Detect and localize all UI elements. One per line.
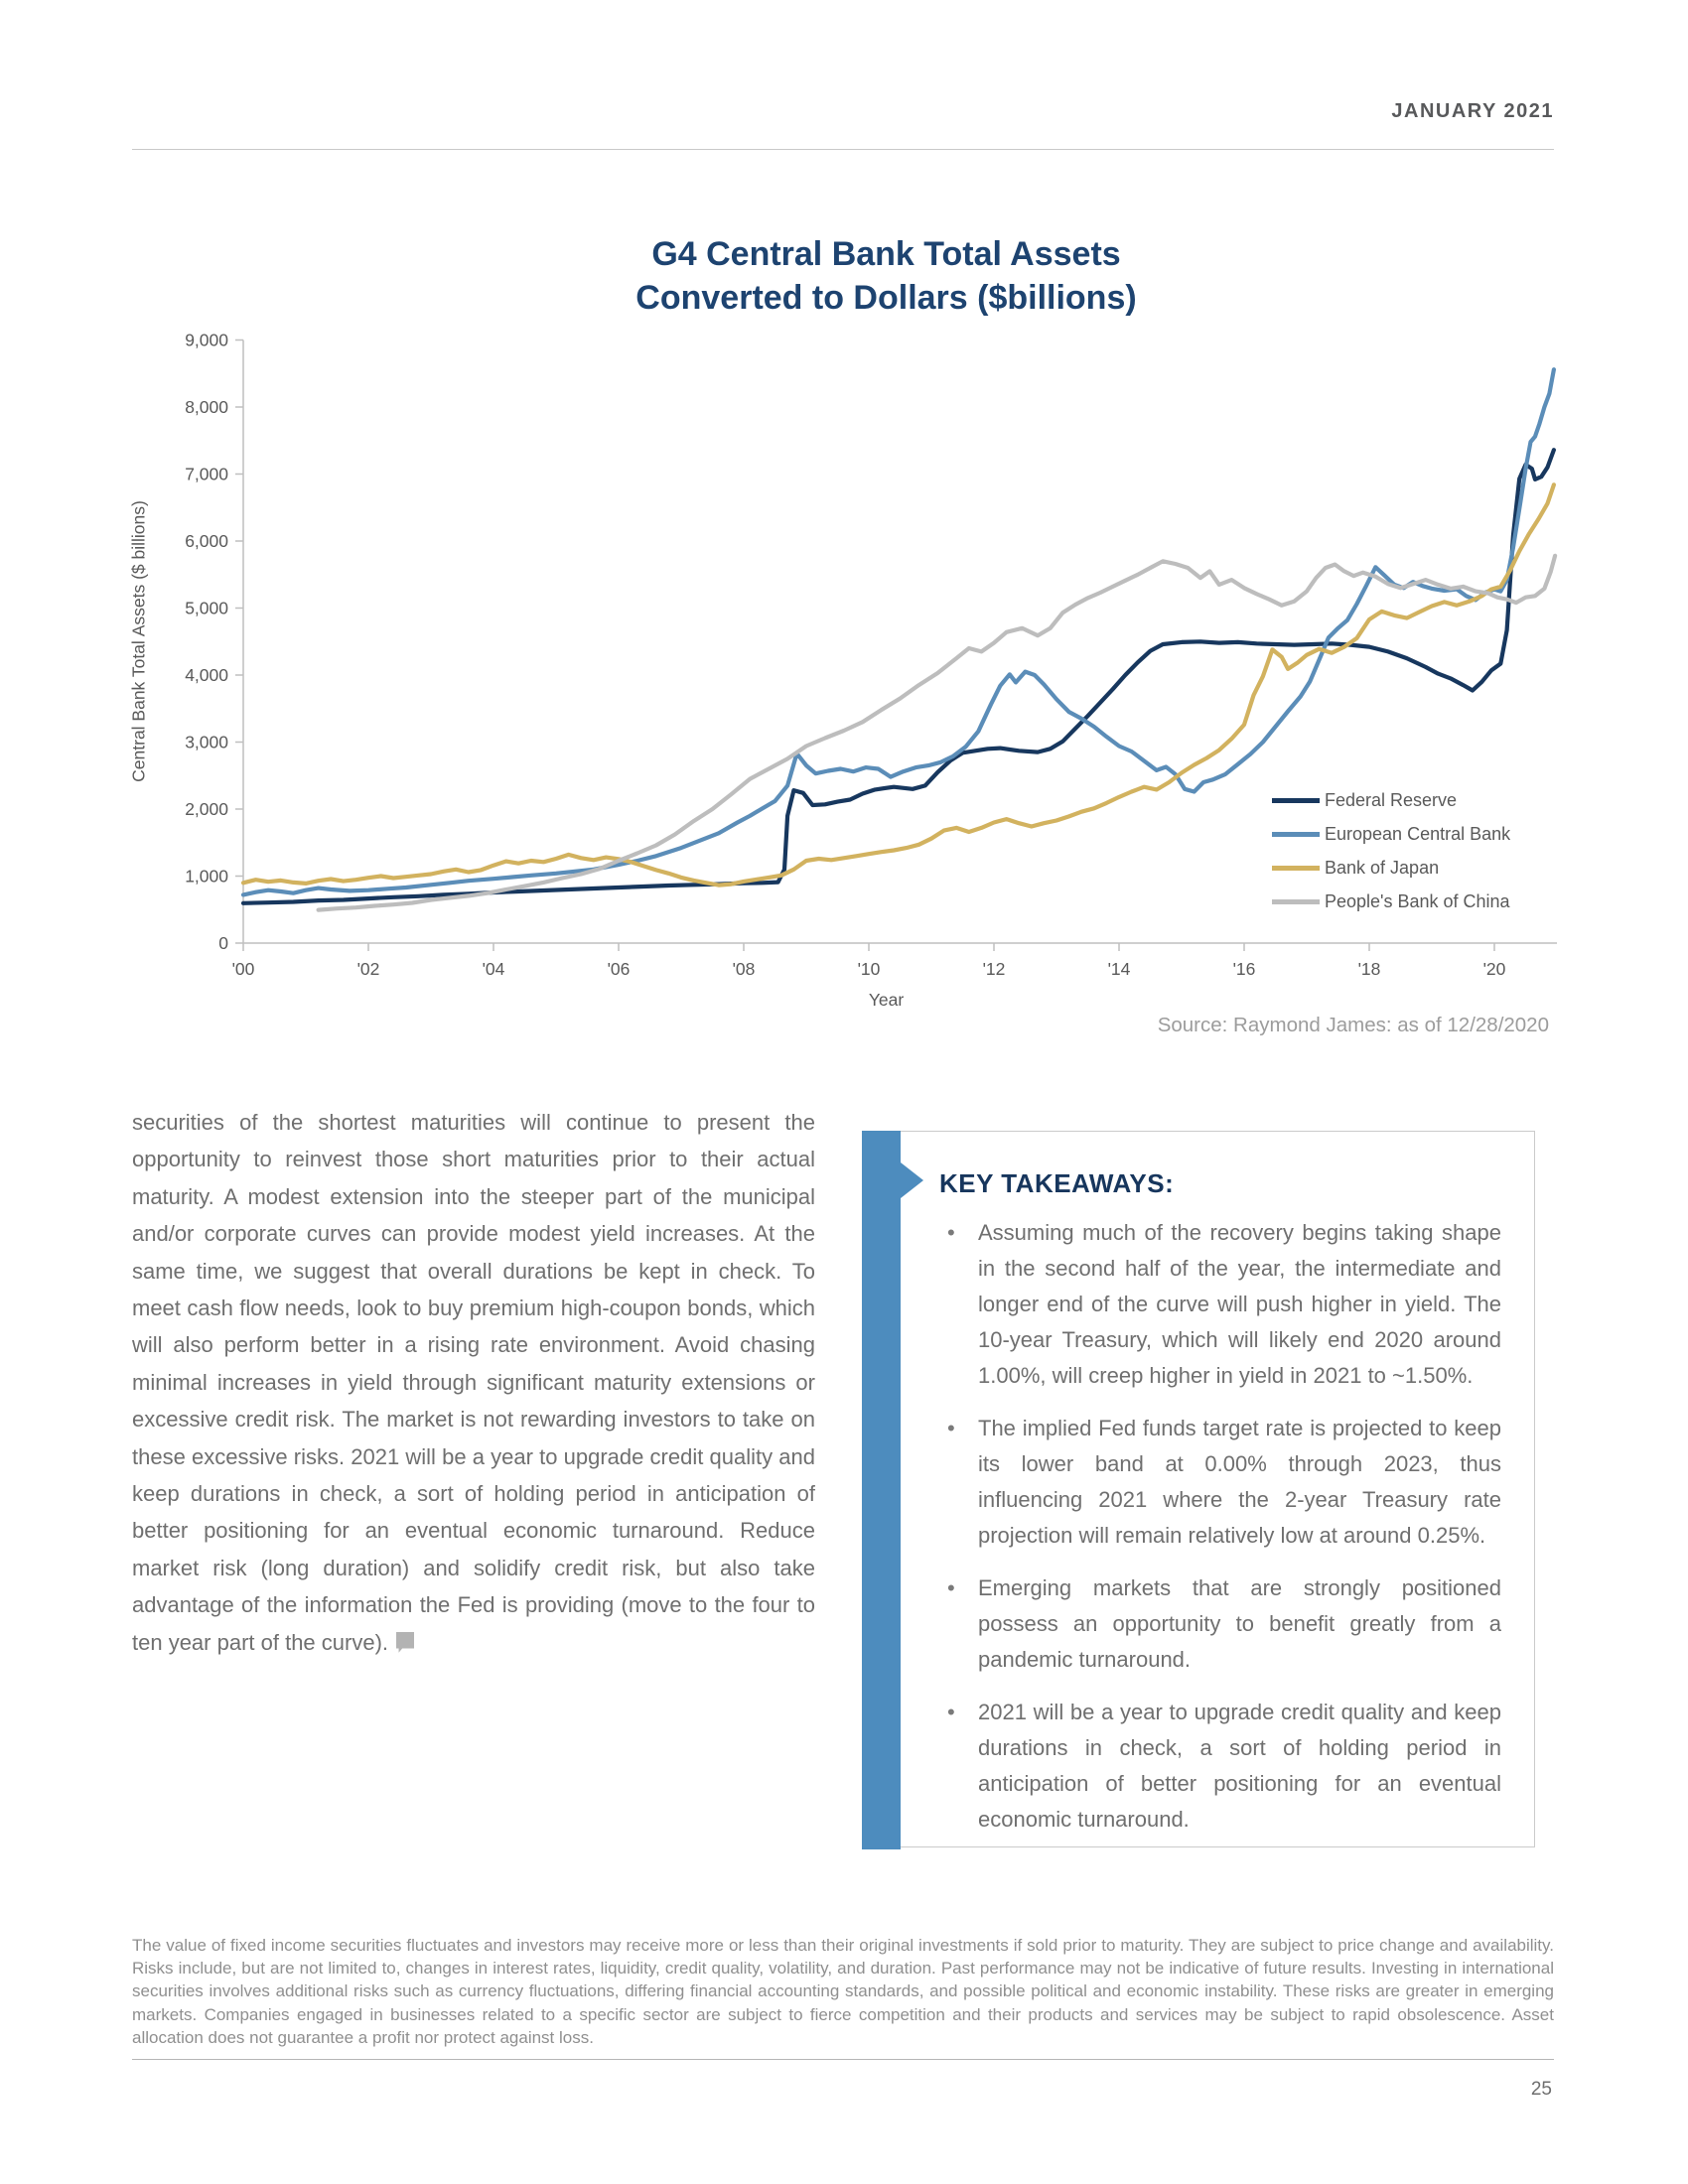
y-tick-label: 8,000: [185, 397, 228, 417]
series-bank-of-japan: [240, 482, 1557, 887]
page-number: 25: [1530, 2079, 1552, 2100]
x-tick-label: '18: [1358, 959, 1381, 979]
disclaimer-text: The value of fixed income securities flu…: [132, 1936, 1554, 2047]
article-paragraph: securities of the shortest maturities wi…: [132, 1104, 815, 1661]
y-tick-label: 1,000: [185, 867, 228, 887]
takeaways-list: Assuming much of the recovery begins tak…: [939, 1215, 1501, 1854]
header-divider: [132, 149, 1554, 150]
takeaway-bullet: Assuming much of the recovery begins tak…: [939, 1215, 1501, 1394]
chart-title: G4 Central Bank Total Assets Converted t…: [243, 232, 1529, 320]
x-tick-label: '20: [1483, 959, 1506, 979]
key-takeaways-box: KEY TAKEAWAYS: Assuming much of the reco…: [862, 1131, 1535, 1849]
y-tick-label: 3,000: [185, 733, 228, 752]
x-axis-label: Year: [868, 990, 905, 1010]
chart-source: Source: Raymond James: as of 12/28/2020: [1157, 1014, 1549, 1036]
header-date: JANUARY 2021: [1391, 100, 1554, 122]
legend-row: Bank of Japan: [1272, 851, 1510, 885]
legend-label: Federal Reserve: [1325, 789, 1458, 810]
x-tick-label: '08: [733, 959, 756, 979]
article-end-marker-icon: [396, 1631, 415, 1653]
x-tick-label: '14: [1108, 959, 1131, 979]
footer-divider: [132, 2059, 1554, 2060]
legend-label: People's Bank of China: [1325, 890, 1510, 911]
legend-label: European Central Bank: [1325, 823, 1511, 844]
y-tick-label: 9,000: [185, 331, 228, 350]
x-tick-label: '06: [608, 959, 631, 979]
legend-label: Bank of Japan: [1325, 857, 1440, 878]
x-tick-label: '16: [1233, 959, 1256, 979]
legend-row: People's Bank of China: [1272, 885, 1510, 918]
x-tick-label: '00: [232, 959, 255, 979]
y-tick-label: 6,000: [185, 531, 228, 551]
y-axis-label: Central Bank Total Assets ($ billions): [128, 500, 149, 782]
legend-row: European Central Bank: [1272, 817, 1510, 851]
line-chart: 0 1,000 2,000 3,000 4,000 5,000 6,000 7,000 8,00…: [185, 331, 1558, 979]
y-tick-label: 0: [218, 933, 228, 953]
article-text: securities of the shortest maturities wi…: [132, 1110, 815, 1655]
x-tick-label: '12: [983, 959, 1006, 979]
chart-title-line1: G4 Central Bank Total Assets: [651, 235, 1121, 273]
chart-legend: Federal Reserve European Central Bank Bank…: [1272, 783, 1510, 918]
x-tick-label: '02: [357, 959, 380, 979]
series-european-central-bank: [240, 367, 1557, 897]
legend-swatch-icon: [1272, 865, 1320, 871]
y-tick-label: 5,000: [185, 599, 228, 618]
legend-swatch-icon: [1272, 898, 1320, 904]
takeaway-bullet: Emerging markets that are strongly posit…: [939, 1570, 1501, 1678]
takeaways-arrow-icon: [901, 1162, 923, 1198]
x-tick-label: '10: [858, 959, 881, 979]
legend-swatch-icon: [1272, 797, 1320, 803]
legend-row: Federal Reserve: [1272, 783, 1510, 817]
y-tick-label: 4,000: [185, 665, 228, 685]
takeaways-title: KEY TAKEAWAYS:: [939, 1168, 1175, 1198]
y-tick-label: 7,000: [185, 465, 228, 484]
takeaway-bullet: The implied Fed funds target rate is pro…: [939, 1411, 1501, 1554]
y-tick-label: 2,000: [185, 799, 228, 819]
takeaway-bullet: 2021 will be a year to upgrade credit qu…: [939, 1695, 1501, 1838]
x-tick-label: '04: [483, 959, 505, 979]
chart-title-line2: Converted to Dollars ($billions): [635, 279, 1137, 317]
takeaways-accent-band: [862, 1131, 901, 1849]
series-people-s-bank-of-china: [316, 553, 1558, 912]
series-federal-reserve: [240, 448, 1557, 905]
legend-swatch-icon: [1272, 831, 1320, 837]
